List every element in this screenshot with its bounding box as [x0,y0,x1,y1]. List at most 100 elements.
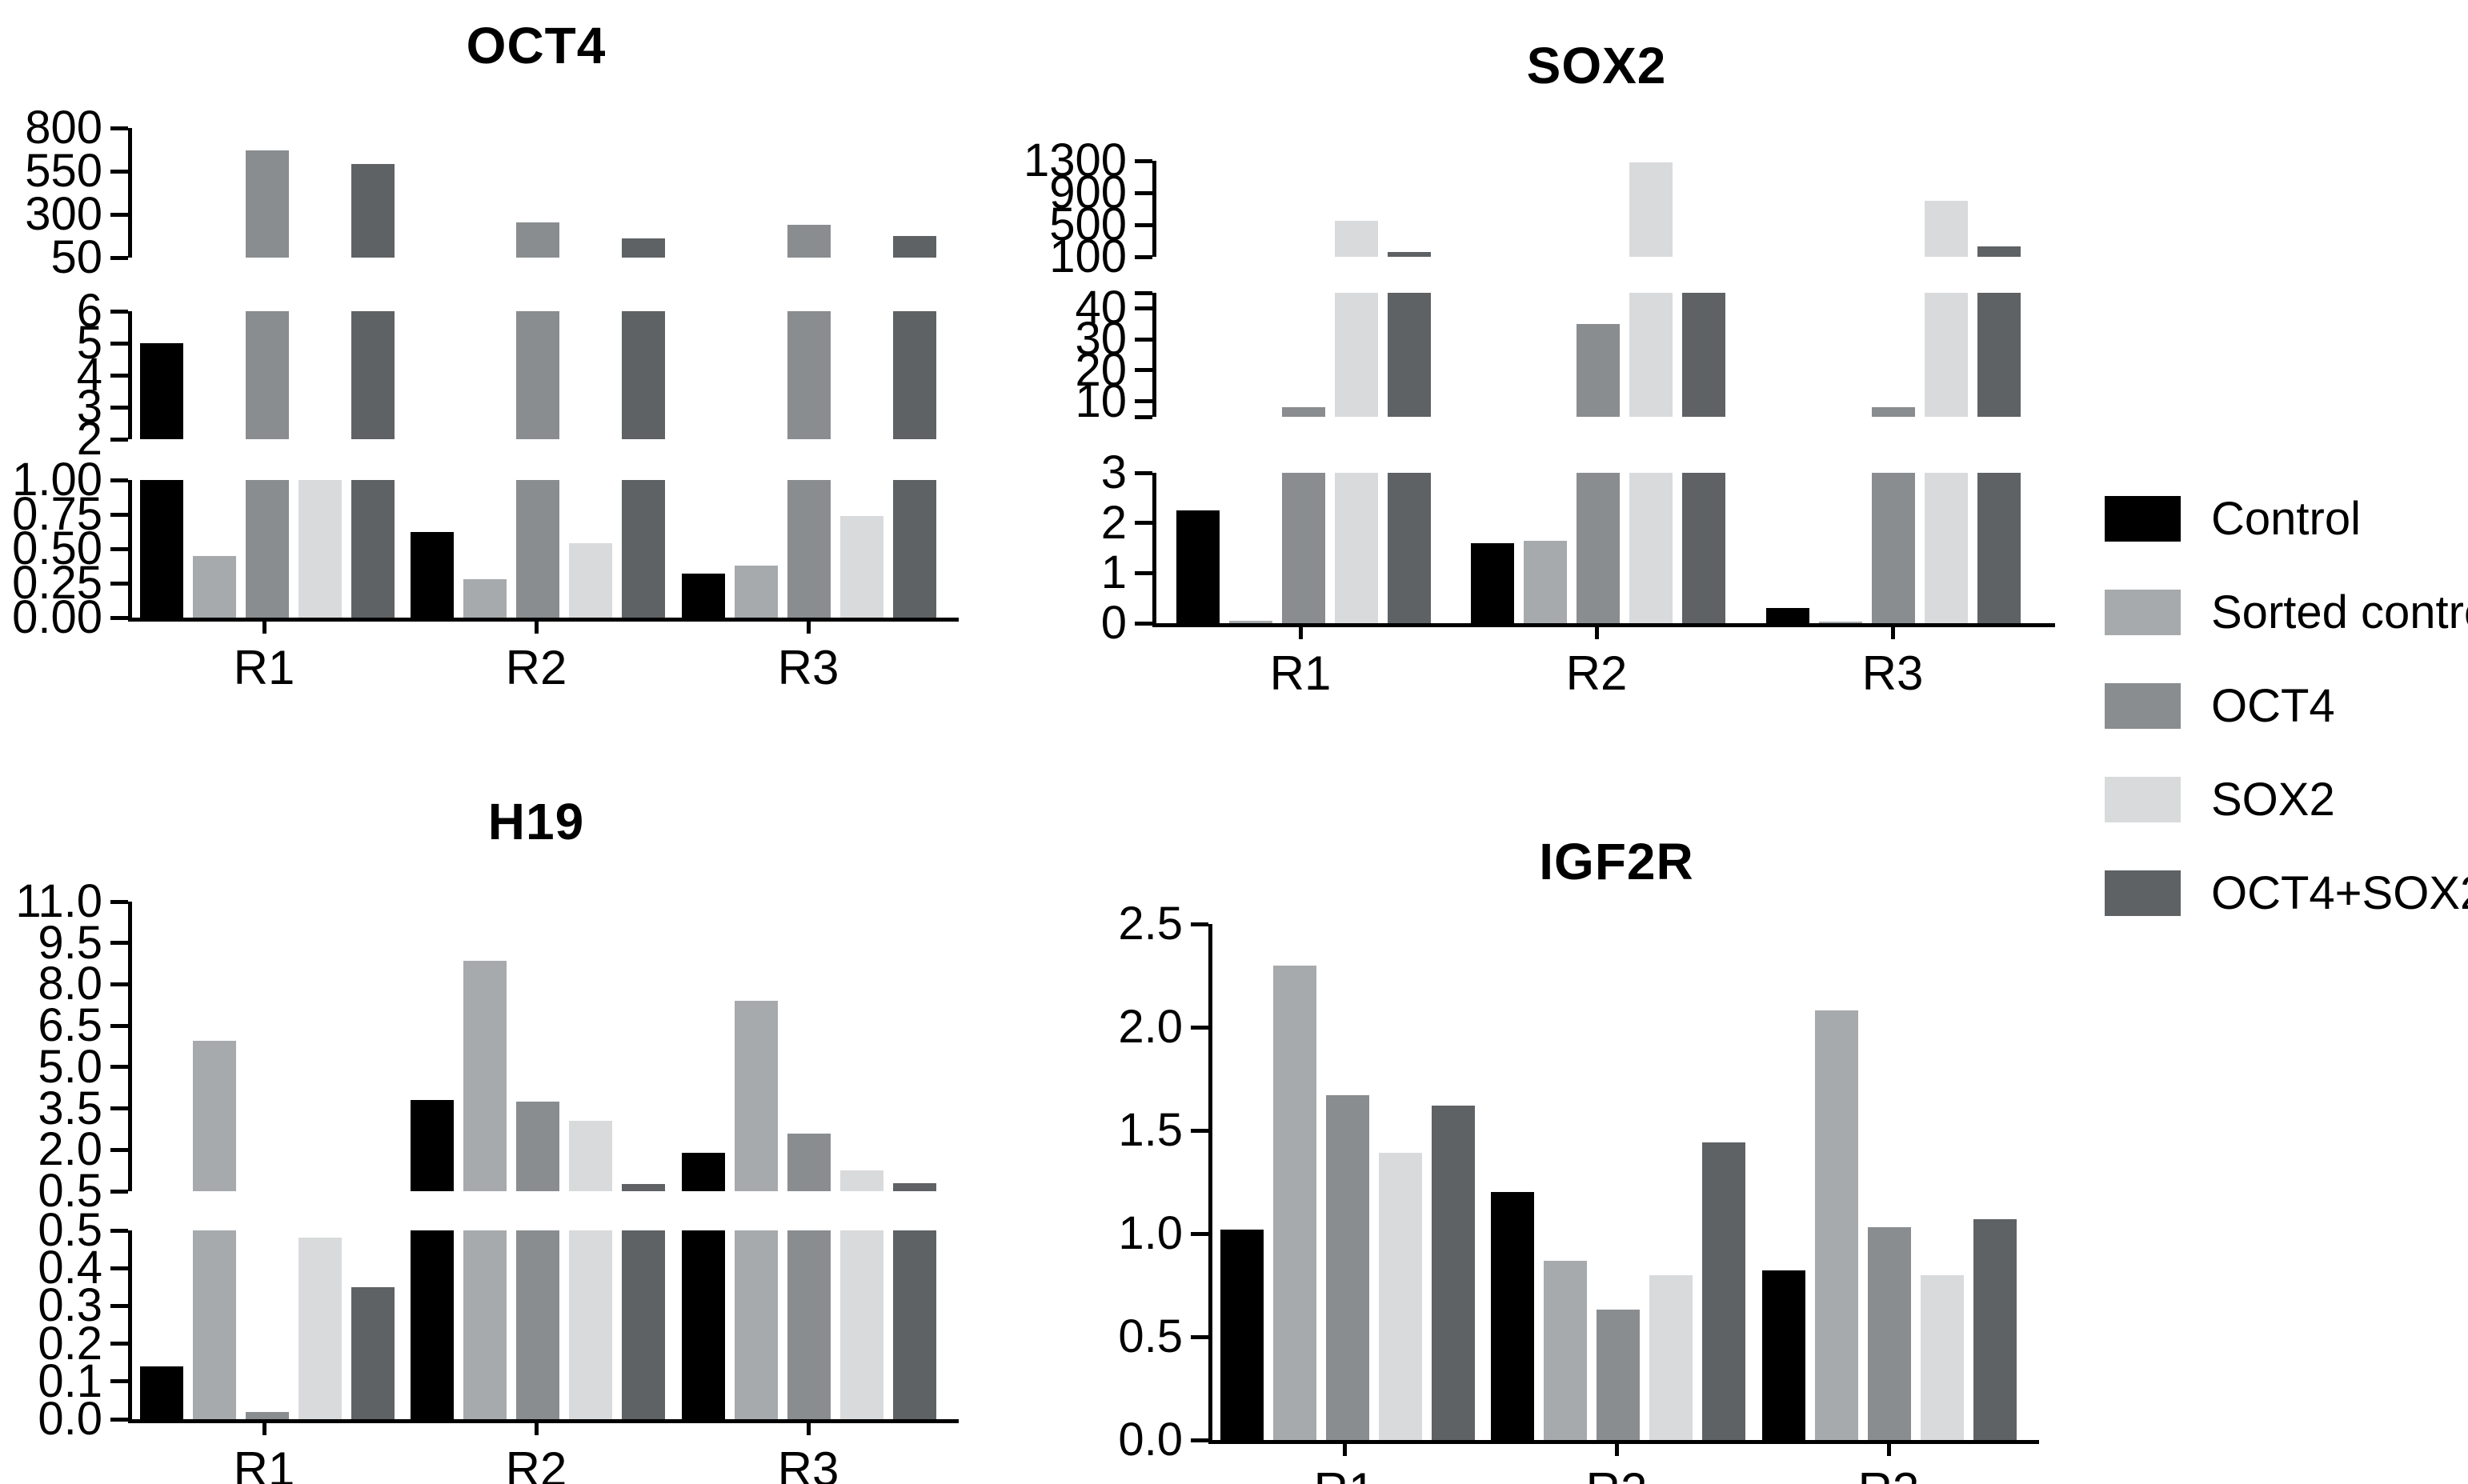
y-axis-spine [128,480,132,618]
y-tick-label: 0.1 [38,1354,102,1407]
bar-r2-oct4 [516,1230,560,1419]
chart-title: IGF2R [1539,833,1694,890]
x-category-label: R3 [777,641,839,694]
bar-r1-oct4-sox2 [1388,473,1432,623]
y-axis-segment: 2.5 2.0 1.5 1.0 0.5 0.0 [1118,898,2039,1466]
bar-r2-control [1491,1192,1535,1440]
x-axis-line [128,1419,959,1423]
bar-r1-oct4 [246,1411,290,1419]
legend-item: Control [2105,492,2468,546]
bar-r2-oct4-sox2 [622,1184,666,1191]
y-tick-label: 900 [1049,166,1127,218]
x-tick-mark [1342,1444,1347,1456]
bar-r3-control [681,573,725,618]
bar-r1-oct4 [1282,473,1326,623]
y-tick-label: 4 [76,349,102,401]
x-axis-labels: R1 R2 R3 [1152,646,2041,701]
y-tick-mark [110,309,128,314]
y-tick-label: 0.50 [12,522,102,574]
x-tick-mark [807,622,811,634]
y-tick-label: 0.3 [38,1279,102,1332]
y-tick-label: 0.0 [38,1393,102,1445]
y-tick-mark [1135,399,1152,404]
y-tick-mark [110,1147,128,1152]
y-tick-label: 300 [25,188,102,240]
y-tick-mark [1191,1025,1208,1030]
bar-group-r3 [674,1230,944,1419]
plot-area [132,1230,944,1419]
x-category-label: R2 [1480,1462,1753,1484]
y-tick-mark [1191,1128,1208,1133]
y-axis-segment: 1.00 0.75 0.50 0.25 0.00 [12,454,959,643]
x-category-label: R2 [1565,646,1628,700]
x-category-label: R1 [233,641,295,694]
bar-r1-sorted-control [193,1041,237,1191]
bar-group-r2 [1451,293,1745,417]
x-tick-mark [1298,627,1303,639]
bar-r1-sox2 [1335,473,1379,623]
y-tick-label: 0.2 [38,1317,102,1370]
y-tick-mark [1135,190,1152,195]
bar-r1-oct4-sox2 [351,164,395,258]
bar-r2-control [411,1100,455,1191]
y-tick-mark [1135,158,1152,163]
y-tick-mark [1191,1438,1208,1442]
bar-r2-sorted-control [1524,540,1568,623]
legend-item: SOX2 [2105,773,2468,826]
bar-r2-sox2 [1629,162,1673,257]
bar-r1-control [140,480,184,618]
y-tick-mark [110,126,128,130]
bar-r1-control [140,343,184,439]
y-tick-mark [110,1342,128,1346]
y-tick-label: 3.5 [38,1082,102,1134]
bar-r1-oct4-sox2 [351,311,395,439]
y-axis-segment: 40 30 20 10 [1075,282,2041,427]
y-tick-label: 1 [1100,546,1127,599]
y-tick-mark [1135,254,1152,259]
y-tick-mark [1135,306,1152,310]
bar-group-r1 [132,1230,403,1419]
y-tick-label: 40 [1075,282,1127,334]
bar-r1-oct4 [246,311,290,439]
bar-group-r3 [1746,161,2041,257]
bar-r3-sorted-control [734,565,778,618]
bar-r2-sox2 [569,1121,613,1191]
bar-r1-sox2 [298,480,343,618]
bar-r2-oct4 [516,1101,560,1191]
bar-r1-oct4-sox2 [1388,251,1432,257]
bar-group-r1 [132,128,403,258]
bar-group-r3 [1746,293,2041,417]
y-tick-mark [1135,222,1152,227]
y-tick-mark [110,1106,128,1111]
bar-r3-control [1765,608,1809,623]
chart-h19: H19 11.0 9.5 8.0 6.5 5.0 3.5 2.0 0.5 0.5 0.4 0.3 0.2… [15,792,959,1484]
y-tick-mark [110,437,128,442]
x-tick-mark [1595,627,1599,639]
legend-swatch [2105,683,2181,729]
bar-r2-oct4-sox2 [1682,293,1726,417]
bar-r3-sox2 [839,515,883,618]
bar-group-r3 [674,311,944,439]
x-axis-labels: R1 R2 R3 [128,640,944,695]
y-tick-label: 1.0 [1118,1207,1183,1259]
y-axis-spine [1152,293,1156,417]
bar-r1-sorted-control [193,555,237,618]
bar-group-r2 [403,1230,673,1419]
bar-r3-oct4-sox2 [892,1182,936,1191]
bar-group-r1 [1212,924,1483,1440]
bar-group-r2 [1483,924,1753,1440]
bar-group-r1 [1156,161,1451,257]
y-tick-label: 6.5 [38,999,102,1052]
bar-r2-control [1471,542,1515,623]
chart-title: OCT4 [466,17,607,74]
bar-r1-oct4 [1326,1095,1370,1440]
chart-sox2: SOX2 1300 900 500 100 40 30 20 10 3 2 1 0 R1 R2 R3 [1024,36,2055,701]
bar-r2-sorted-control [1544,1260,1588,1440]
bar-r1-oct4 [246,480,290,618]
bar-r3-control [1761,1270,1805,1440]
y-tick-label: 10 [1075,374,1127,427]
bar-group-r3 [1746,473,2041,623]
